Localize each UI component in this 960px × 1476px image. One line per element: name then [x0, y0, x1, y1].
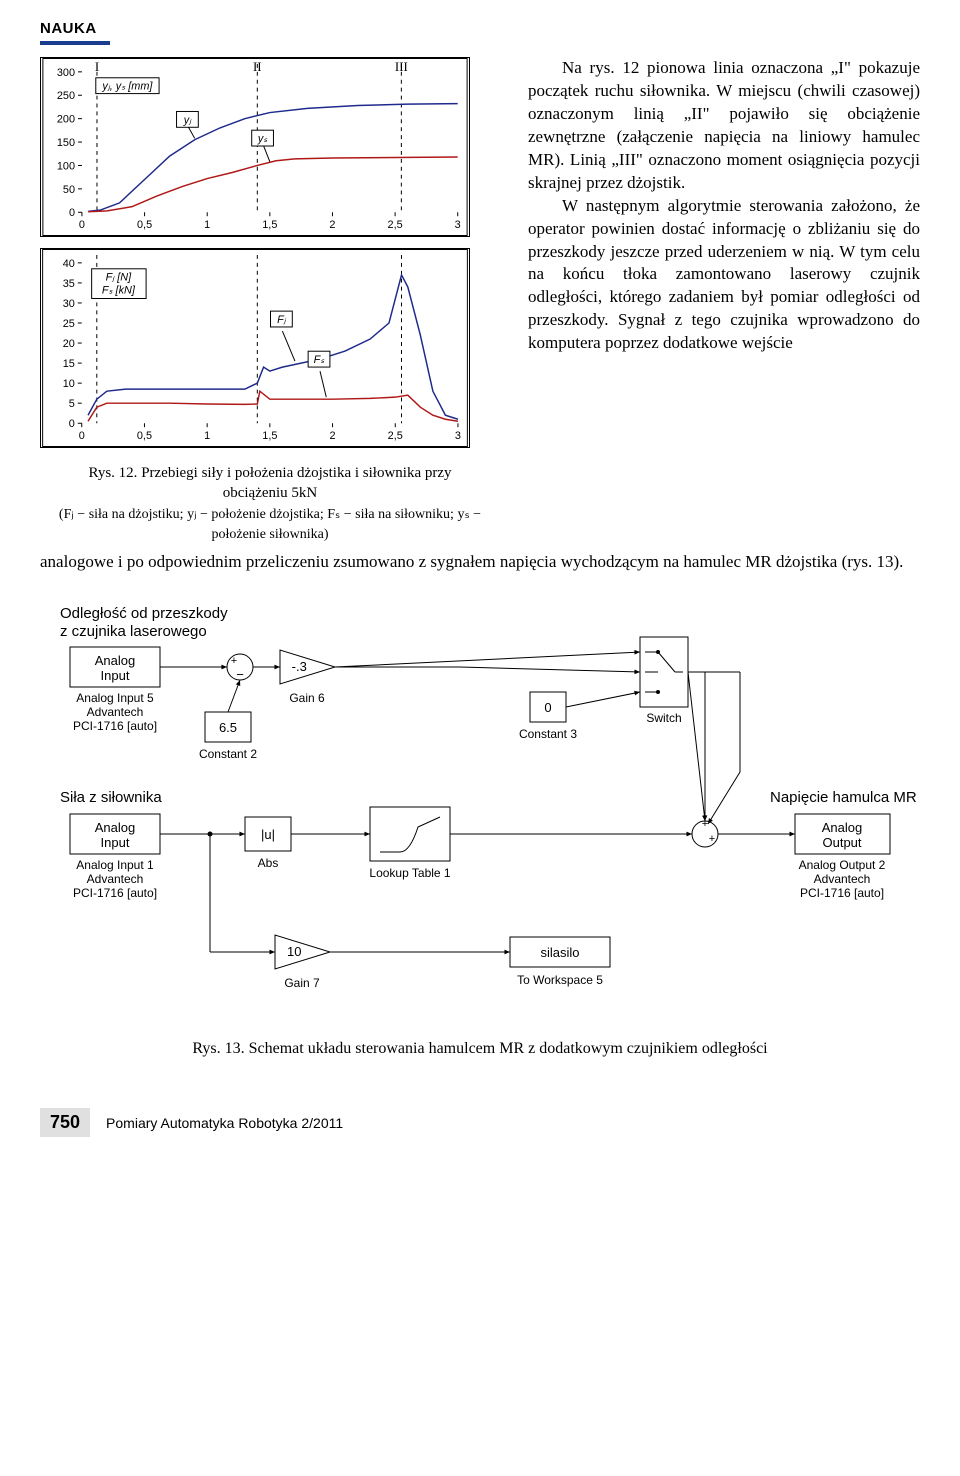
simulink-diagram: Odległość od przeszkody z czujnika laser… [40, 602, 920, 1022]
svg-text:yₛ: yₛ [257, 133, 268, 145]
body-right-2: W następnym algorytmie sterowania założo… [528, 195, 920, 356]
svg-text:0,5: 0,5 [137, 219, 152, 231]
page-footer: 750 Pomiary Automatyka Robotyka 2/2011 [40, 1108, 920, 1137]
fig12-legend: (Fⱼ − siła na dżojstiku; yⱼ − położenie … [59, 507, 481, 543]
svg-text:PCI-1716 [auto]: PCI-1716 [auto] [73, 719, 157, 733]
svg-text:Siła z siłownika: Siła z siłownika [60, 789, 162, 806]
svg-text:35: 35 [63, 278, 75, 290]
svg-text:5: 5 [69, 398, 75, 410]
svg-text:|u|: |u| [261, 827, 275, 842]
svg-text:I: I [95, 60, 99, 74]
svg-text:3: 3 [455, 219, 461, 231]
fig12-title: Przebiegi siły i położenia dżojstika i s… [141, 465, 451, 501]
svg-text:Analog Input 1: Analog Input 1 [76, 858, 154, 872]
svg-text:Analog: Analog [95, 820, 135, 835]
svg-text:Analog: Analog [95, 653, 135, 668]
body-right-1: Na rys. 12 pionowa linia oznaczona „I" p… [528, 57, 920, 195]
svg-text:1,5: 1,5 [262, 430, 277, 442]
svg-text:Advantech: Advantech [814, 872, 871, 886]
svg-text:silasilo: silasilo [540, 945, 579, 960]
svg-text:20: 20 [63, 338, 75, 350]
svg-text:Fⱼ [N]: Fⱼ [N] [106, 272, 132, 284]
svg-text:250: 250 [57, 90, 75, 102]
svg-text:3: 3 [455, 430, 461, 442]
svg-text:300: 300 [57, 67, 75, 79]
svg-text:PCI-1716 [auto]: PCI-1716 [auto] [800, 886, 884, 900]
svg-text:PCI-1716 [auto]: PCI-1716 [auto] [73, 886, 157, 900]
svg-text:1: 1 [204, 430, 210, 442]
svg-text:Gain 6: Gain 6 [289, 691, 325, 705]
svg-text:Fₛ [kN]: Fₛ [kN] [102, 285, 136, 297]
svg-text:0: 0 [69, 418, 75, 430]
svg-text:II: II [253, 60, 262, 74]
svg-text:50: 50 [63, 184, 75, 196]
svg-text:10: 10 [287, 944, 301, 959]
svg-text:Gain 7: Gain 7 [284, 976, 320, 990]
journal-ref: Pomiary Automatyka Robotyka 2/2011 [106, 1115, 343, 1131]
svg-text:1: 1 [204, 219, 210, 231]
svg-text:40: 40 [63, 258, 75, 270]
section-title: NAUKA [40, 20, 97, 37]
svg-text:15: 15 [63, 358, 75, 370]
svg-text:2,5: 2,5 [388, 430, 403, 442]
svg-text:0: 0 [544, 700, 551, 715]
fig13-caption: Rys. 13. Schemat układu sterowania hamul… [40, 1040, 920, 1058]
svg-text:Constant 3: Constant 3 [519, 727, 577, 741]
svg-text:t[s]: t[s] [262, 446, 279, 448]
svg-text:yⱼ, yₛ [mm]: yⱼ, yₛ [mm] [101, 81, 153, 93]
svg-text:25: 25 [63, 318, 75, 330]
svg-text:III: III [395, 60, 408, 74]
svg-text:Constant 2: Constant 2 [199, 747, 257, 761]
svg-text:100: 100 [57, 160, 75, 172]
svg-text:Advantech: Advantech [87, 872, 144, 886]
svg-text:Analog: Analog [822, 820, 862, 835]
svg-text:0,5: 0,5 [137, 430, 152, 442]
svg-text:Advantech: Advantech [87, 705, 144, 719]
svg-text:10: 10 [63, 378, 75, 390]
svg-text:yⱼ: yⱼ [183, 114, 192, 126]
svg-text:0: 0 [79, 430, 85, 442]
svg-text:+: + [709, 833, 715, 845]
svg-text:Input: Input [101, 835, 130, 850]
svg-text:1,5: 1,5 [262, 219, 277, 231]
page-number: 750 [40, 1108, 90, 1137]
svg-text:2: 2 [329, 219, 335, 231]
fig12-ref: Rys. 12. [88, 465, 137, 481]
svg-text:z czujnika laserowego: z czujnika laserowego [60, 623, 207, 640]
svg-text:To Workspace 5: To Workspace 5 [517, 973, 603, 987]
svg-text:2,5: 2,5 [388, 219, 403, 231]
svg-text:Lookup Table 1: Lookup Table 1 [369, 866, 451, 880]
chart-position: 05010015020025030000,511,522,53IIIIIIyⱼ,… [40, 57, 470, 237]
svg-text:0: 0 [79, 219, 85, 231]
section-header: NAUKA [40, 20, 920, 45]
svg-text:−: − [236, 667, 244, 682]
fig12-caption: Rys. 12. Przebiegi siły i położenia dżoj… [55, 463, 485, 545]
section-underline [40, 41, 110, 45]
svg-text:Output: Output [822, 835, 861, 850]
svg-text:Fₛ: Fₛ [314, 354, 326, 366]
svg-text:+: + [231, 655, 237, 667]
svg-text:Napięcie hamulca MR: Napięcie hamulca MR [770, 789, 917, 806]
svg-text:6.5: 6.5 [219, 720, 237, 735]
svg-text:0: 0 [69, 207, 75, 219]
svg-text:2: 2 [330, 430, 336, 442]
svg-text:30: 30 [63, 298, 75, 310]
svg-text:Switch: Switch [646, 711, 681, 725]
svg-text:Analog Output 2: Analog Output 2 [799, 858, 886, 872]
body-continuation: analogowe i po odpowiednim przeliczeniu … [40, 551, 920, 574]
svg-text:Odległość od przeszkody: Odległość od przeszkody [60, 605, 228, 622]
svg-text:150: 150 [57, 137, 75, 149]
svg-text:Analog Input 5: Analog Input 5 [76, 691, 154, 705]
svg-text:200: 200 [57, 114, 75, 126]
chart-force: 0 5 10 15 20 25 30 35 40 0 0,5 1 1,5 2 2,5 3 Fⱼ [N]Fₛ [k… [40, 248, 470, 448]
svg-text:-.3: -.3 [292, 659, 307, 674]
svg-text:Fⱼ: Fⱼ [277, 314, 287, 326]
svg-text:Abs: Abs [258, 856, 279, 870]
svg-text:Input: Input [101, 668, 130, 683]
